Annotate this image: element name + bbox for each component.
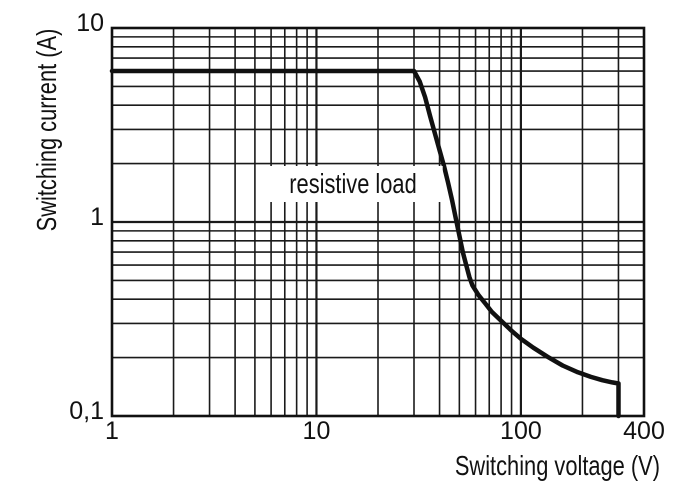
x-tick-label: 400 <box>623 417 665 445</box>
curve-annotation-label: resistive load <box>263 166 443 202</box>
plot-border <box>110 26 646 418</box>
y-tick-label: 0,1 <box>69 397 104 425</box>
x-tick-label: 10 <box>303 417 331 445</box>
y-axis-title: Switching current (A) <box>31 28 62 232</box>
y-tick-label: 10 <box>76 9 104 37</box>
x-axis-title: Switching voltage (V) <box>454 450 660 481</box>
x-tick-label: 100 <box>500 417 542 445</box>
x-tick-label: 1 <box>105 417 119 445</box>
curve-resistive-load <box>109 68 621 419</box>
y-tick-label: 1 <box>90 203 104 231</box>
